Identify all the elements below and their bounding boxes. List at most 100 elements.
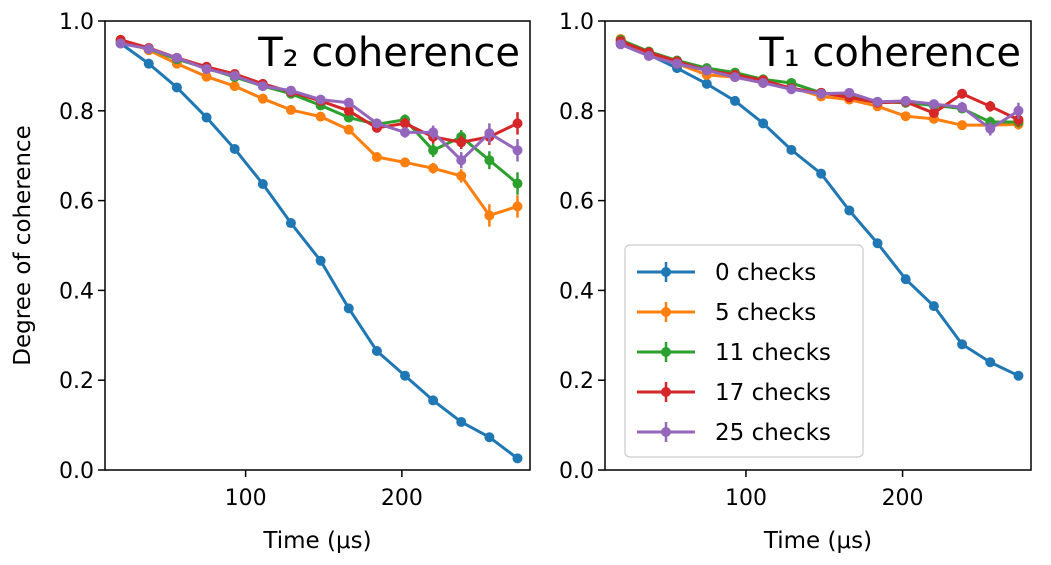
data-point — [729, 95, 740, 106]
data-point — [816, 88, 827, 99]
x-tick-label: 100 — [225, 486, 267, 511]
legend-marker — [661, 267, 671, 277]
data-point — [428, 127, 439, 138]
data-point — [343, 97, 354, 108]
data-point — [1013, 370, 1024, 381]
y-tick-label: 0.6 — [59, 190, 94, 215]
t2-coherence-panel: 0.0 0.2 0.4 0.6 0.8 1.0 100 200 T₂ coherence Time… — [10, 10, 531, 554]
data-point — [315, 111, 326, 122]
legend-item-0-checks: 0 checks — [637, 260, 816, 286]
data-point — [484, 155, 495, 166]
y-tick-label: 0.2 — [559, 369, 594, 394]
legend-label: 17 checks — [715, 380, 831, 406]
data-point — [285, 104, 296, 115]
data-point — [400, 118, 410, 129]
data-point — [257, 81, 268, 92]
legend-item-11-checks: 11 checks — [637, 340, 831, 366]
data-point — [456, 155, 467, 166]
x-tick-label: 200 — [381, 486, 423, 511]
data-point — [1013, 105, 1024, 116]
legend-label: 25 checks — [715, 420, 831, 446]
data-point — [786, 84, 797, 95]
data-point — [512, 118, 523, 129]
y-axis-label: Degree of coherence — [10, 125, 36, 365]
data-point — [701, 78, 712, 89]
t1-coherence-panel: 0.0 0.2 0.4 0.6 0.8 1.0 100 200 T₁ coherence Time… — [559, 10, 1032, 554]
legend-marker — [661, 427, 671, 437]
data-point — [512, 178, 523, 189]
data-point — [900, 111, 911, 122]
data-point — [758, 77, 769, 88]
data-point — [201, 64, 212, 75]
y-tick-label: 0.6 — [559, 190, 594, 215]
data-point — [171, 82, 182, 93]
data-point — [143, 43, 154, 54]
data-point — [928, 301, 939, 312]
data-point — [343, 124, 354, 135]
data-point — [985, 101, 996, 112]
data-point — [428, 145, 439, 156]
data-point — [786, 144, 797, 155]
data-point — [400, 370, 410, 381]
y-tick-label: 1.0 — [559, 10, 594, 35]
data-point — [512, 453, 523, 464]
y-tick-label: 0.2 — [59, 369, 94, 394]
legend-marker — [661, 387, 671, 397]
data-point — [257, 178, 268, 189]
data-point — [257, 93, 268, 104]
series-5-checks — [115, 34, 523, 227]
data-point — [985, 357, 996, 368]
data-point — [957, 88, 968, 99]
x-axis-label: Time (μs) — [262, 528, 371, 554]
data-point — [201, 71, 212, 82]
data-point — [400, 157, 410, 168]
data-point — [844, 87, 855, 98]
data-point — [615, 39, 626, 50]
legend-item-5-checks: 5 checks — [637, 300, 816, 326]
legend-label: 0 checks — [715, 260, 816, 286]
y-tick-label: 0.0 — [59, 459, 94, 484]
data-point — [816, 168, 827, 179]
series-0-checks — [615, 38, 1024, 381]
data-point — [143, 58, 154, 69]
data-point — [844, 205, 855, 216]
data-point — [484, 210, 495, 221]
data-point — [371, 152, 382, 163]
x-axis-label: Time (μs) — [763, 528, 872, 554]
data-point — [315, 94, 326, 105]
data-point — [201, 112, 212, 123]
data-point — [229, 70, 240, 81]
y-tick-label: 0.0 — [559, 459, 594, 484]
data-point — [315, 255, 326, 266]
series-25-checks — [115, 38, 523, 169]
data-point — [957, 339, 968, 350]
y-tick-label: 0.4 — [59, 279, 94, 304]
data-point — [371, 118, 382, 129]
data-point — [701, 65, 712, 76]
x-tick-label: 200 — [882, 486, 924, 511]
data-point — [512, 201, 523, 212]
data-point — [900, 274, 911, 285]
data-point — [428, 163, 439, 174]
data-point — [758, 118, 769, 129]
legend-box — [624, 244, 864, 458]
data-point — [456, 170, 467, 181]
y-tick-label: 0.4 — [559, 279, 594, 304]
data-point — [400, 127, 410, 138]
data-point — [456, 416, 467, 427]
axes-frame — [104, 20, 531, 471]
y-tick-label: 0.8 — [559, 100, 594, 125]
data-point — [872, 96, 883, 107]
data-point — [171, 52, 182, 63]
data-point — [343, 303, 354, 314]
axes-frame — [604, 20, 1032, 471]
data-point — [512, 145, 523, 156]
legend-item-17-checks: 17 checks — [637, 380, 831, 406]
data-point — [428, 395, 439, 406]
data-point — [285, 218, 296, 229]
y-tick-label: 0.8 — [59, 100, 94, 125]
panel-title: T₂ coherence — [257, 30, 520, 76]
data-point — [643, 51, 654, 62]
data-point — [985, 123, 996, 134]
